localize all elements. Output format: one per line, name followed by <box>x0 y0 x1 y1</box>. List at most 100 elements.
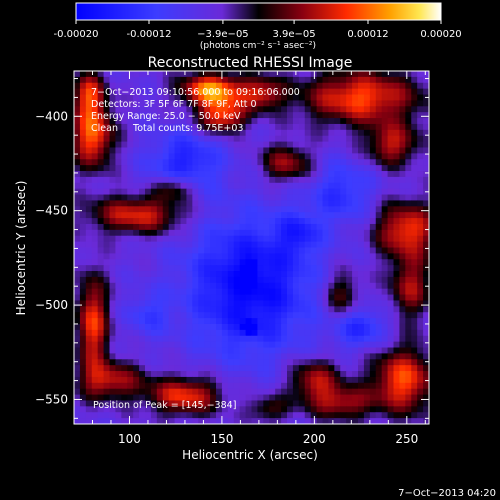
heatmap-cell <box>346 288 353 295</box>
heatmap-cell <box>411 376 418 384</box>
heatmap-cell <box>263 206 270 213</box>
heatmap-cell <box>352 165 359 172</box>
heatmap-cell <box>221 165 229 172</box>
heatmap-cell <box>239 147 246 154</box>
heatmap-cell <box>334 188 341 195</box>
heatmap-cell <box>316 147 323 154</box>
heatmap-cell <box>91 176 99 184</box>
heatmap-cell <box>352 288 359 295</box>
heatmap-cell <box>328 294 335 301</box>
heatmap-cell <box>328 76 335 84</box>
heatmap-cell <box>186 135 193 142</box>
heatmap-cell <box>74 147 81 154</box>
heatmap-cell <box>369 235 377 243</box>
heatmap-cell <box>340 218 347 225</box>
heatmap-cell <box>352 82 359 90</box>
heatmap-cell <box>198 112 205 119</box>
heatmap-cell <box>399 418 406 425</box>
heatmap-cell <box>411 400 418 407</box>
heatmap-cell <box>263 100 270 107</box>
heatmap-cell <box>292 200 300 207</box>
heatmap-cell <box>417 229 424 237</box>
heatmap-cell <box>411 76 418 84</box>
heatmap-cell <box>109 306 116 313</box>
heatmap-cell <box>180 412 187 419</box>
heatmap-cell <box>352 394 359 401</box>
heatmap-cell <box>233 223 241 231</box>
heatmap-cell <box>168 353 175 360</box>
heatmap-cell <box>221 188 229 195</box>
heatmap-cell <box>216 376 223 384</box>
heatmap-cell <box>375 106 383 113</box>
heatmap-cell <box>275 118 282 125</box>
heatmap-cell <box>186 247 193 254</box>
heatmap-cell <box>340 94 347 101</box>
heatmap-cell <box>139 94 146 101</box>
heatmap-cell <box>281 371 288 378</box>
heatmap-cell <box>85 241 93 248</box>
heatmap-cell <box>210 359 217 366</box>
heatmap-cell <box>287 376 294 384</box>
heatmap-cell <box>233 229 241 237</box>
heatmap-cell <box>103 147 110 154</box>
heatmap-cell <box>411 347 418 354</box>
heatmap-cell <box>133 306 140 313</box>
heatmap-cell <box>139 188 146 195</box>
heatmap-cell <box>168 265 175 272</box>
heatmap-cell <box>139 323 146 331</box>
heatmap-cell <box>186 218 193 225</box>
heatmap-cell <box>210 171 217 178</box>
heatmap-cell <box>216 141 223 148</box>
heatmap-cell <box>121 382 128 390</box>
heatmap-cell <box>198 388 205 395</box>
heatmap-cell <box>352 182 359 190</box>
heatmap-cell <box>298 206 306 213</box>
heatmap-cell <box>204 347 211 354</box>
heatmap-cell <box>358 265 365 272</box>
heatmap-cell <box>85 76 93 84</box>
heatmap-cell <box>263 235 270 243</box>
heatmap-cell <box>85 71 93 78</box>
heatmap-cell <box>121 229 128 237</box>
heatmap-cell <box>263 188 270 195</box>
annotation-clean-counts: Clean Total counts: 9.75E+03 <box>91 123 243 134</box>
heatmap-cell <box>263 76 270 84</box>
heatmap-cell <box>156 382 164 390</box>
heatmap-cell <box>156 312 164 319</box>
heatmap-cell <box>287 176 294 184</box>
heatmap-cell <box>91 223 99 231</box>
heatmap-cell <box>216 165 223 172</box>
heatmap-cell <box>180 329 187 337</box>
heatmap-cell <box>133 318 140 325</box>
heatmap-cell <box>281 247 288 254</box>
heatmap-cell <box>346 206 353 213</box>
heatmap-cell <box>74 82 81 90</box>
heatmap-cell <box>411 165 418 172</box>
heatmap-cell <box>251 241 258 248</box>
heatmap-cell <box>186 288 193 295</box>
heatmap-cell <box>251 406 258 413</box>
heatmap-cell <box>174 112 181 119</box>
heatmap-cell <box>79 135 87 142</box>
heatmap-cell <box>174 418 181 425</box>
heatmap-cell <box>358 388 365 395</box>
heatmap-cell <box>375 353 383 360</box>
heatmap-cell <box>281 406 288 413</box>
heatmap-cell <box>340 329 347 337</box>
heatmap-cell <box>281 341 288 348</box>
heatmap-cell <box>381 288 388 295</box>
heatmap-cell <box>387 394 394 401</box>
heatmap-cell <box>381 247 388 254</box>
heatmap-cell <box>79 400 87 407</box>
heatmap-cell <box>115 94 122 101</box>
heatmap-cell <box>287 206 294 213</box>
heatmap-cell <box>162 206 170 213</box>
heatmap-cell <box>358 294 365 301</box>
heatmap-cell <box>358 335 365 343</box>
heatmap-cell <box>281 388 288 395</box>
heatmap-cell <box>239 171 246 178</box>
heatmap-cell <box>115 176 122 184</box>
heatmap-cell <box>399 376 406 384</box>
heatmap-cell <box>298 247 306 254</box>
heatmap-cell <box>387 312 394 319</box>
